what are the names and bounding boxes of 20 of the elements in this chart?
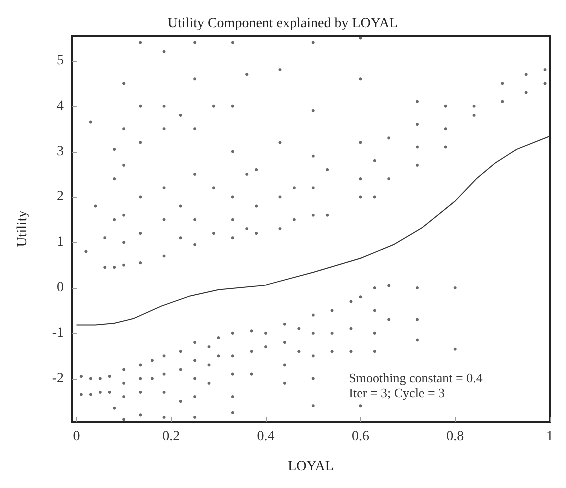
y-tick-label: 3 bbox=[57, 144, 64, 160]
annotation: Smoothing constant = 0.4 bbox=[349, 370, 484, 386]
x-tick-label: 0.4 bbox=[257, 430, 275, 444]
x-tick-label: 0.6 bbox=[352, 430, 370, 444]
y-tick-label: 2 bbox=[57, 190, 64, 205]
x-tick-label: 0.2 bbox=[162, 430, 180, 444]
x-tick-label: 0 bbox=[73, 430, 80, 444]
y-tick-label: 1 bbox=[57, 235, 64, 250]
x-axis-title: LOYAL bbox=[288, 460, 334, 474]
y-tick-label: 5 bbox=[57, 53, 64, 68]
chart-title: Utility Component explained by LOYAL bbox=[168, 16, 398, 32]
y-tick-label: 0 bbox=[57, 280, 64, 296]
line-series bbox=[76, 136, 550, 326]
annotation: Iter = 3; Cycle = 3 bbox=[349, 386, 446, 401]
x-tick-label: 0.8 bbox=[446, 430, 464, 444]
y-tick-label: -1 bbox=[52, 326, 64, 341]
x-tick-label: 1 bbox=[546, 430, 554, 444]
y-tick-label: 4 bbox=[57, 98, 64, 114]
y-tick-label: -2 bbox=[52, 371, 64, 386]
y-axis-title: Utility bbox=[16, 210, 30, 248]
